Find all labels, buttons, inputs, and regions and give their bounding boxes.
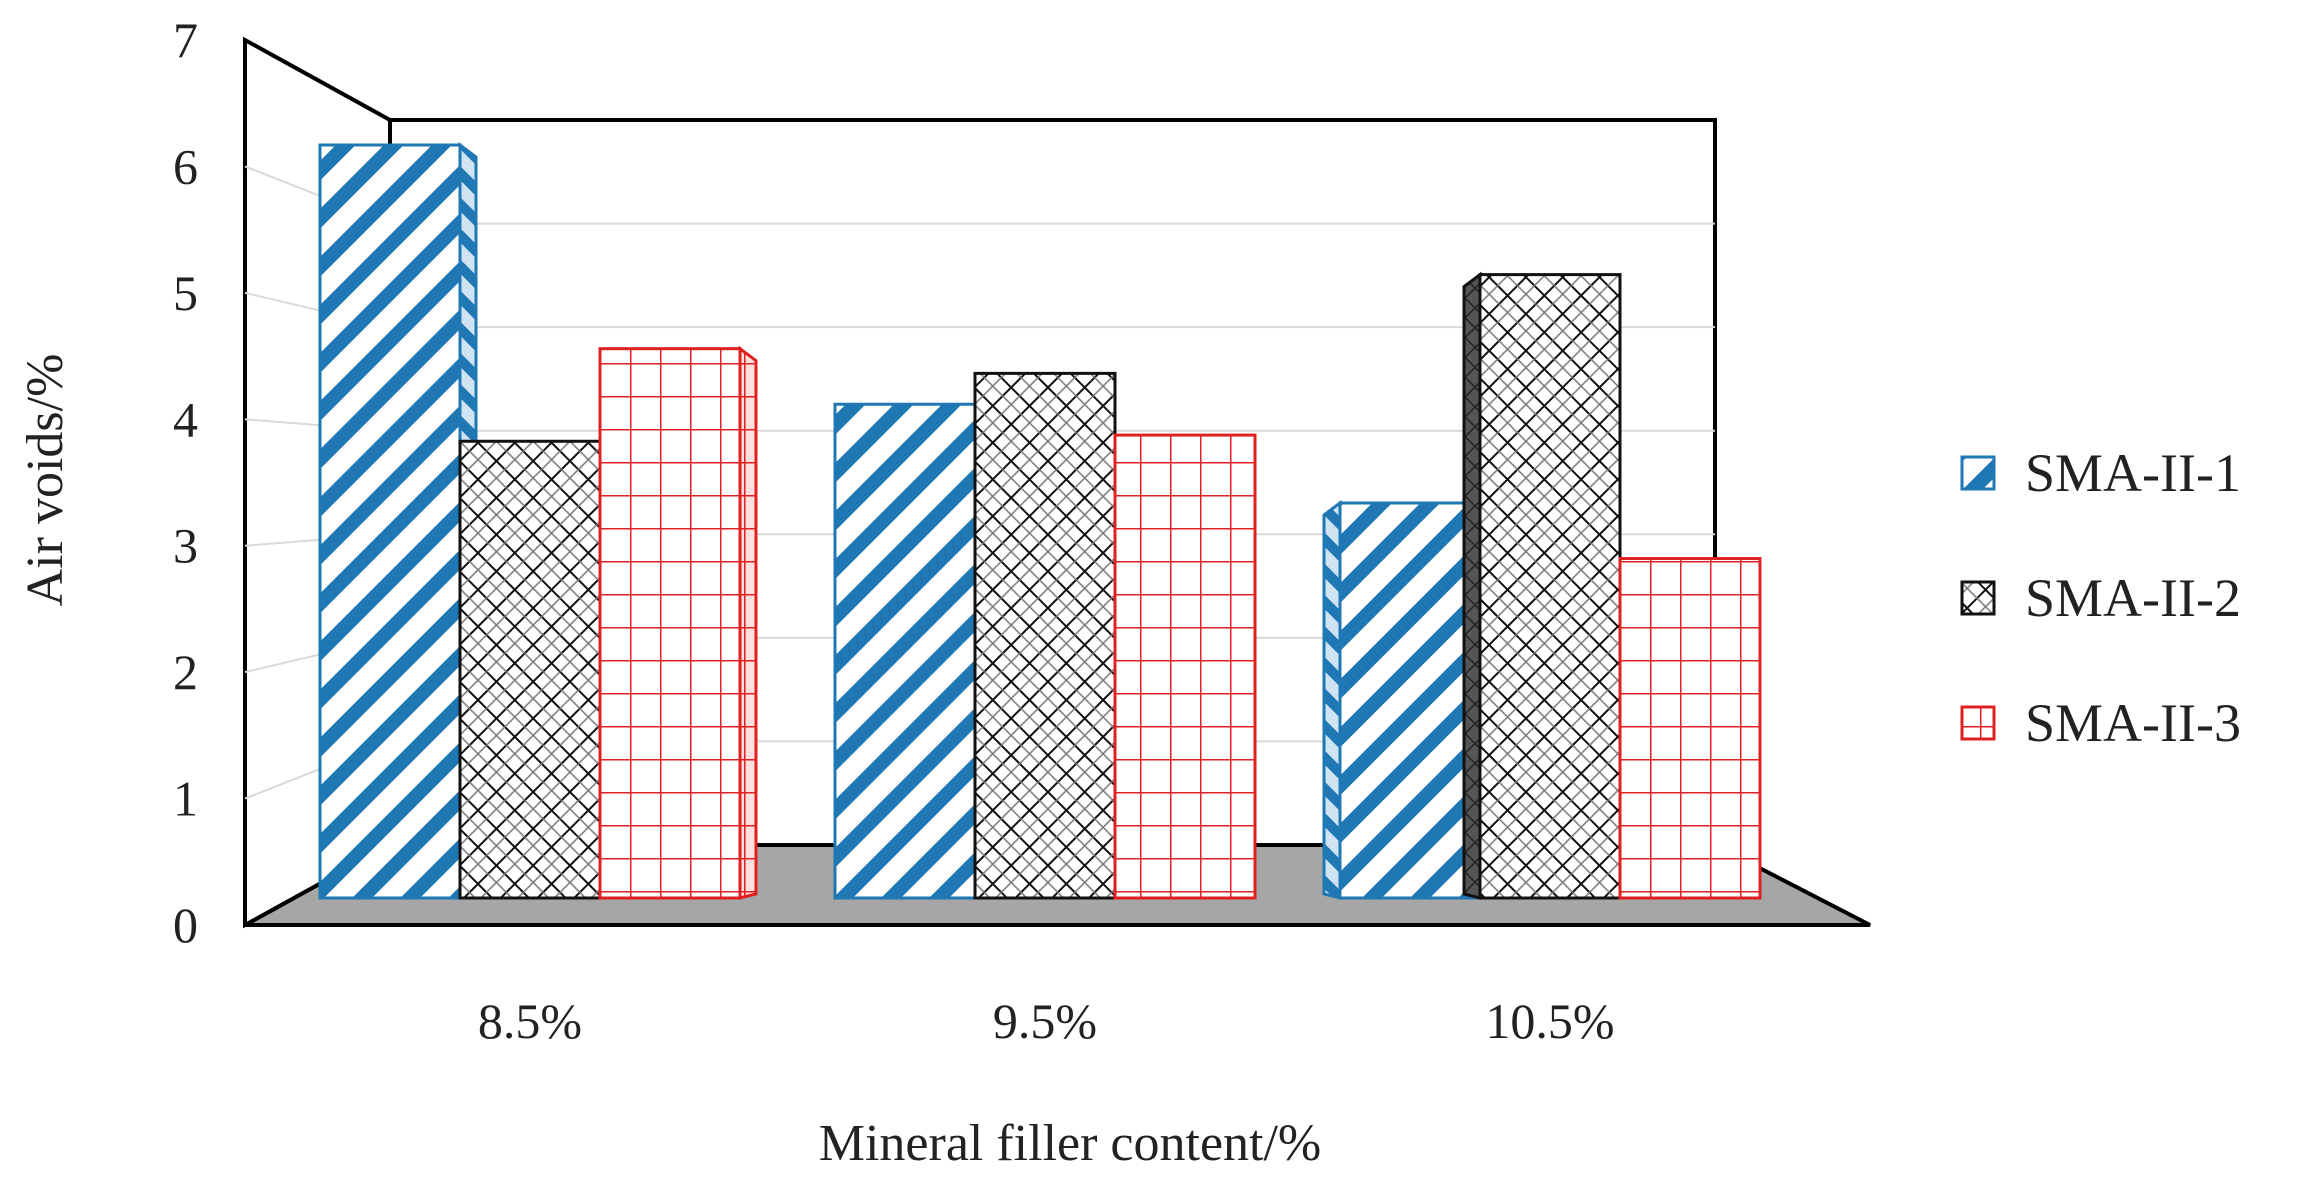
bar-front-face [973,371,1117,900]
x-tick-label: 9.5% [993,993,1097,1049]
bar-front-face [318,143,462,900]
y-tick-label: 3 [173,518,198,574]
legend-label: SMA-II-3 [2025,693,2241,753]
bar-front-face [458,439,602,900]
bar-front-face [1338,501,1482,900]
y-tick-label: 4 [173,391,198,447]
x-axis-ticks: 8.5% 9.5% 10.5% [478,993,1615,1049]
bar-SMA-II-2-8.5% [458,439,602,900]
y-axis-title: Air voids/% [17,354,74,607]
bar-SMA-II-2-9.5% [973,371,1117,900]
y-tick-label: 7 [173,12,198,68]
bar-front-face [1113,433,1257,900]
bar-front-face [1618,557,1762,900]
x-tick-label: 10.5% [1485,993,1614,1049]
legend-swatch [1960,455,1996,491]
bar-side-face [738,345,758,900]
x-tick-label: 8.5% [478,993,582,1049]
legend-item-SMA-II-3: SMA-II-3 [1960,693,2241,753]
y-tick-label: 5 [173,265,198,321]
bar-SMA-II-2-10.5% [1462,271,1622,900]
bar-SMA-II-1-9.5% [833,402,977,900]
y-tick-label: 1 [173,771,198,827]
bar-side-face [1462,271,1482,900]
bar-SMA-II-3-10.5% [1618,557,1762,900]
legend-label: SMA-II-2 [2025,568,2241,628]
bar-SMA-II-1-10.5% [1322,499,1482,900]
y-tick-label: 6 [173,138,198,194]
bar-side-face [1322,499,1342,900]
bars [318,142,1762,900]
bar-SMA-II-3-8.5% [598,345,758,900]
legend-label: SMA-II-1 [2025,443,2241,503]
x-axis-title: Mineral filler content/% [819,1115,1321,1172]
legend: SMA-II-1 SMA-II-2 SMA-II-3 [1960,443,2241,753]
bar-front-face [1478,273,1622,900]
bar-front-face [833,402,977,900]
legend-item-SMA-II-2: SMA-II-2 [1960,568,2241,628]
legend-swatch [1960,705,1996,741]
bar-SMA-II-3-9.5% [1113,433,1257,900]
y-tick-label: 2 [173,644,198,700]
bar-SMA-II-1-8.5% [318,142,478,900]
y-tick-label: 0 [173,897,198,953]
legend-swatch [1960,580,1996,616]
bar-front-face [598,347,742,900]
y-axis-ticks: 0 1 2 3 4 5 6 7 [173,12,198,953]
legend-item-SMA-II-1: SMA-II-1 [1960,443,2241,503]
